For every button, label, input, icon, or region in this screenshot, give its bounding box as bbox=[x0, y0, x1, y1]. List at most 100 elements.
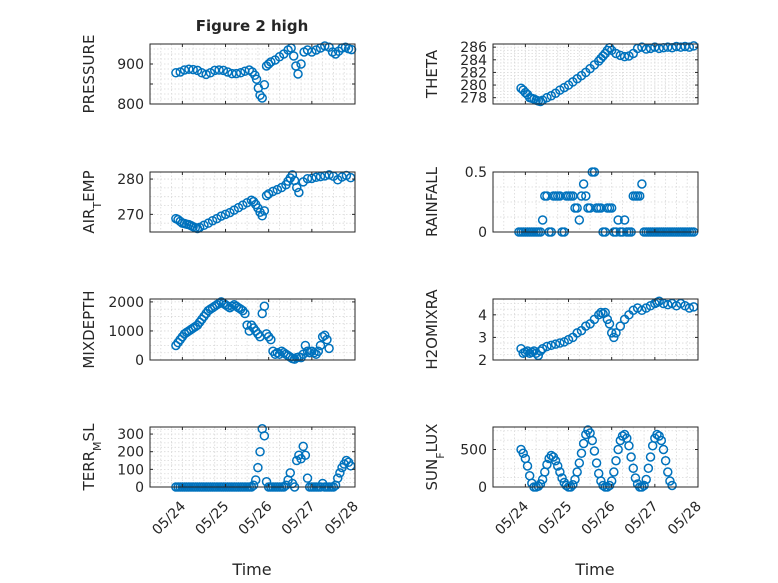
data-point bbox=[288, 51, 299, 61]
data-point bbox=[550, 456, 561, 466]
data-point bbox=[346, 44, 357, 55]
data-point bbox=[302, 173, 313, 184]
data-point bbox=[322, 334, 332, 345]
data-point bbox=[240, 308, 250, 319]
data-point bbox=[294, 187, 304, 198]
x-tick-label: 05/27 bbox=[279, 499, 319, 539]
data-point bbox=[619, 215, 630, 225]
data-point bbox=[684, 303, 695, 313]
data-point bbox=[555, 467, 565, 477]
data-point bbox=[572, 203, 582, 213]
data-point bbox=[602, 45, 613, 56]
data-point bbox=[619, 51, 630, 62]
data-point bbox=[628, 463, 639, 473]
data-point bbox=[320, 41, 330, 51]
x-axis-label-right: Time bbox=[574, 560, 614, 579]
x-tick-label: 05/24 bbox=[149, 498, 189, 538]
data-point bbox=[604, 480, 615, 491]
data-point bbox=[266, 334, 276, 345]
data-point bbox=[332, 473, 343, 483]
x-tick-label: 05/25 bbox=[536, 499, 576, 539]
y-tick-label: 200 bbox=[117, 445, 144, 461]
x-tick-label: 05/24 bbox=[492, 498, 532, 538]
data-point bbox=[555, 338, 565, 348]
x-axis-label-left: Time bbox=[231, 560, 271, 579]
data-point bbox=[235, 68, 246, 78]
data-point bbox=[231, 68, 242, 79]
data-point bbox=[313, 346, 324, 357]
data-point bbox=[591, 458, 602, 468]
data-point bbox=[663, 467, 673, 477]
data-point bbox=[272, 347, 283, 358]
data-point bbox=[255, 446, 265, 457]
data-point bbox=[643, 463, 654, 473]
axes-frame bbox=[149, 298, 356, 361]
x-tick-label: 05/28 bbox=[665, 499, 705, 539]
data-point bbox=[637, 179, 647, 189]
data-point bbox=[561, 480, 572, 491]
data-point bbox=[535, 346, 546, 356]
y-tick-label: 0 bbox=[478, 225, 487, 241]
data-point bbox=[259, 431, 270, 441]
data-point bbox=[201, 69, 211, 80]
data-point bbox=[684, 42, 695, 52]
subplot-mixdepth: 0 1000 2000 MIXDEPTH bbox=[80, 290, 356, 369]
data-point bbox=[581, 191, 591, 201]
data-point bbox=[266, 57, 276, 67]
data-point bbox=[665, 476, 675, 486]
y-axis-label: AIRTEMP bbox=[80, 170, 104, 233]
data-point bbox=[298, 441, 308, 452]
data-point bbox=[184, 64, 194, 74]
data-point bbox=[248, 196, 259, 207]
x-tick-label: 05/25 bbox=[193, 499, 233, 539]
figure-title: Figure 2 high bbox=[196, 17, 309, 35]
subplot-h2omixra: 2 3 4 H2OMIXRA bbox=[423, 289, 699, 370]
data-point bbox=[596, 476, 606, 486]
y-tick-label: 500 bbox=[460, 443, 487, 459]
data-point bbox=[637, 42, 647, 52]
data-point bbox=[309, 347, 319, 358]
data-point bbox=[589, 446, 600, 456]
data-point bbox=[604, 319, 615, 329]
data-point bbox=[656, 435, 667, 446]
data-point bbox=[578, 438, 589, 449]
y-tick-label: 278 bbox=[460, 91, 487, 107]
data-point bbox=[663, 299, 673, 310]
subplot-pressure: 800 900 PRESSURE bbox=[80, 35, 357, 114]
y-tick-label: 2000 bbox=[108, 295, 144, 311]
data-point bbox=[311, 172, 321, 183]
data-point bbox=[611, 456, 621, 466]
data-point bbox=[330, 49, 341, 59]
x-tick-label: 05/26 bbox=[236, 498, 276, 538]
data-point bbox=[300, 340, 311, 351]
y-axis-label: TERRMSL bbox=[80, 423, 104, 492]
y-tick-label: 282 bbox=[460, 65, 487, 81]
data-point bbox=[175, 67, 185, 77]
data-point bbox=[335, 468, 345, 478]
x-tick-label: 05/27 bbox=[622, 499, 662, 539]
data-point bbox=[578, 179, 589, 189]
data-point bbox=[606, 328, 617, 338]
data-point bbox=[188, 64, 198, 75]
axes-frame bbox=[492, 171, 699, 233]
subplot-air-temp: 270 280 AIRTEMP bbox=[80, 170, 356, 234]
data-point bbox=[248, 480, 259, 490]
data-point bbox=[324, 170, 334, 180]
data-point bbox=[518, 448, 528, 458]
y-axis-label: H2OMIXRA bbox=[423, 289, 441, 370]
axes-frame bbox=[492, 298, 699, 361]
data-point bbox=[324, 343, 334, 354]
data-point bbox=[259, 301, 270, 312]
data-point bbox=[261, 190, 272, 201]
y-tick-label: 0 bbox=[478, 480, 487, 496]
y-tick-label: 284 bbox=[460, 53, 487, 69]
data-point bbox=[291, 182, 302, 193]
y-axis-label: PRESSURE bbox=[80, 35, 98, 114]
data-point bbox=[546, 340, 557, 351]
y-tick-label: 0 bbox=[135, 480, 144, 496]
y-axis-label: RAINFALL bbox=[423, 166, 441, 237]
y-tick-label: 270 bbox=[117, 207, 144, 223]
y-tick-label: 286 bbox=[460, 40, 487, 56]
